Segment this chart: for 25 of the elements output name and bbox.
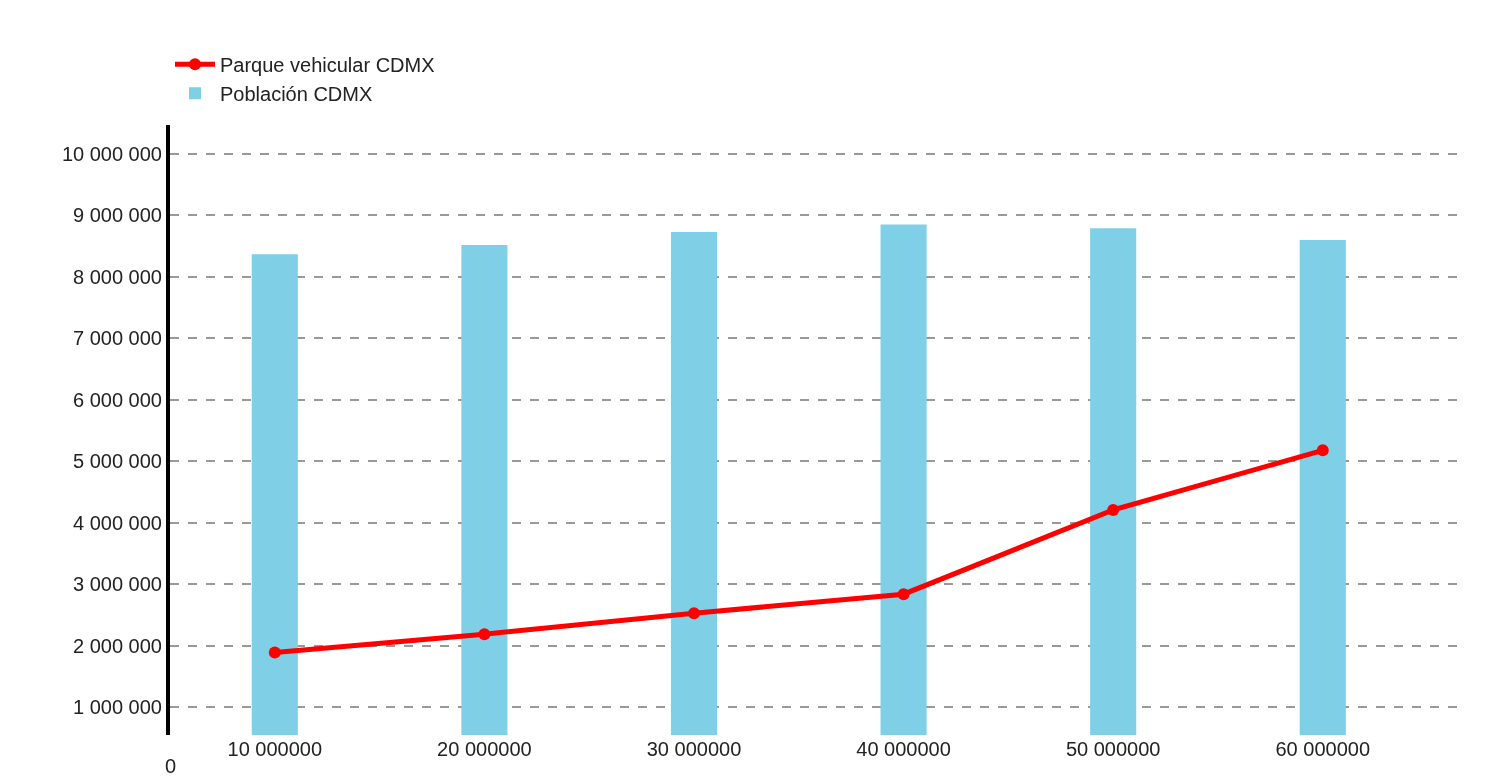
- x-tick-label: 30 000000: [646, 738, 742, 760]
- y-tick-label: 6 000 000: [73, 388, 162, 411]
- x-tick-label: 50 000000: [1065, 738, 1161, 760]
- point: [897, 588, 910, 601]
- y-tick-label: 9 000 000: [73, 204, 162, 227]
- x-tick-label: 20 000000: [437, 738, 532, 760]
- point: [478, 628, 491, 641]
- x-tick-label: 60 000000: [1275, 738, 1371, 760]
- point: [1107, 503, 1120, 516]
- y-tick-label: 4 000 000: [73, 511, 162, 534]
- x-tick-label: 10 000000: [227, 738, 323, 760]
- y-tick-label: 8 000 000: [73, 265, 162, 288]
- y-tick-label: 3 000 000: [73, 573, 162, 596]
- x-tick-label: 40 000000: [856, 738, 951, 760]
- legend-label: Población CDMX: [220, 83, 373, 106]
- y-tick-label: 2 000 000: [73, 634, 162, 657]
- y-tick-label: 7 000 000: [73, 327, 162, 350]
- point: [268, 646, 281, 659]
- y-tick-label: 1 000 000: [73, 696, 162, 719]
- point: [687, 607, 700, 620]
- point: [1316, 444, 1329, 457]
- text: 0: [165, 755, 177, 777]
- y-tick-label: 10 000 000: [61, 142, 162, 165]
- y-tick-label: 5 000 000: [73, 450, 162, 473]
- legend-label: Parque vehicular CDMX: [220, 54, 435, 77]
